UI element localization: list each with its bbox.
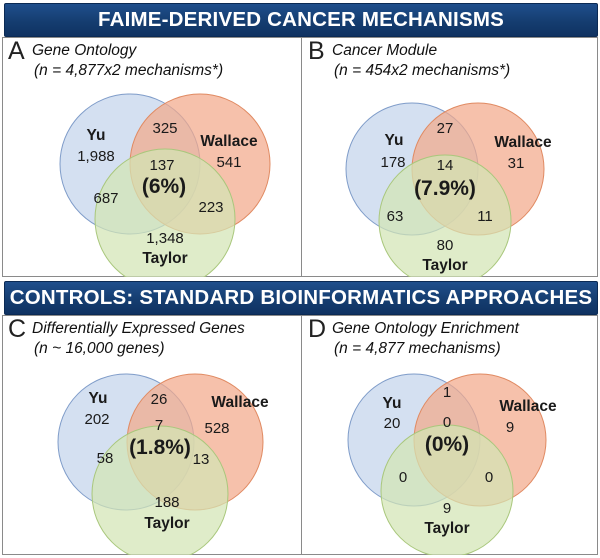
count-taylor: 1,348 [146,230,184,247]
count-yu-taylor: 58 [97,450,114,467]
overlap-percent: (0%) [425,433,469,456]
count-wallace-taylor: 223 [198,199,223,216]
count-all: 0 [443,414,451,431]
set-label-yu: Yu [87,127,106,144]
set-label-taylor: Taylor [422,257,467,274]
panel-title: Gene Ontology [32,42,137,59]
count-all: 14 [437,157,454,174]
taylor-circle [94,148,236,277]
count-yu-wallace: 1 [443,384,451,401]
count-wallace-taylor: 13 [193,451,210,468]
venn-diagram: Yu 178 27 Wallace 31 14 (7.9%) 63 11 80 … [345,102,552,277]
bottom-divider [301,315,302,555]
venn-diagram: Yu 20 1 Wallace 9 0 (0%) 0 0 9 Taylor [347,373,557,555]
count-taylor: 188 [154,494,179,511]
header-banner: FAIME-DERIVED CANCER MECHANISMS [4,3,598,37]
taylor-circle [380,424,514,555]
count-yu-taylor: 63 [387,208,404,225]
count-wallace-taylor: 0 [485,469,493,486]
panel-a: A Gene Ontology (n = 4,877x2 mechanisms*… [2,37,300,277]
panel-letter: D [308,315,327,343]
set-label-wallace: Wallace [200,133,258,150]
overlap-percent: (6%) [142,175,186,198]
count-wallace-taylor: 11 [477,208,493,225]
count-yu: 202 [84,411,109,428]
count-yu-taylor: 687 [93,190,118,207]
overlap-percent: (1.8%) [129,436,191,459]
top-panels-frame [2,37,598,277]
count-wallace: 541 [216,154,241,171]
set-label-wallace: Wallace [494,134,552,151]
panel-title: Gene Ontology Enrichment [332,320,519,337]
set-label-wallace: Wallace [499,398,557,415]
count-yu-wallace: 325 [152,120,177,137]
set-label-taylor: Taylor [424,520,469,537]
panel-title: Cancer Module [332,42,438,59]
set-label-yu: Yu [383,395,402,412]
panel-c: C Differentially Expressed Genes (n ~ 16… [2,315,300,555]
count-wallace: 528 [204,420,229,437]
count-yu: 178 [380,154,405,171]
set-label-yu: Yu [385,132,404,149]
panel-letter: C [8,315,27,343]
set-label-yu: Yu [89,390,108,407]
controls-banner: CONTROLS: STANDARD BIOINFORMATICS APPROA… [4,281,598,315]
count-wallace: 31 [508,155,525,172]
set-label-taylor: Taylor [142,250,187,267]
panel-title: Differentially Expressed Genes [32,320,245,337]
count-yu: 1,988 [77,148,115,165]
panel-letter: A [8,37,25,65]
count-taylor: 9 [443,500,451,517]
count-yu-wallace: 27 [437,120,454,137]
count-yu-taylor: 0 [399,469,407,486]
count-all: 7 [155,417,163,434]
venn-diagram: Yu 1,988 325 Wallace 541 137 (6%) 687 22… [59,93,271,277]
count-wallace: 9 [506,419,514,436]
top-divider [301,37,302,277]
panel-subtitle: (n ~ 16,000 genes) [34,340,165,357]
count-all: 137 [149,157,174,174]
panel-letter: B [308,37,325,65]
count-yu: 20 [384,415,401,432]
count-yu-wallace: 26 [151,391,168,408]
taylor-circle [378,154,512,277]
panel-d: D Gene Ontology Enrichment (n = 4,877 me… [302,315,600,555]
venn-diagram: Yu 202 26 Wallace 528 7 (1.8%) 58 13 188… [57,373,269,555]
set-label-taylor: Taylor [144,515,189,532]
panel-b: B Cancer Module (n = 454x2 mechanisms*) … [302,37,600,277]
count-taylor: 80 [437,237,454,254]
panel-subtitle: (n = 454x2 mechanisms*) [334,62,511,79]
overlap-percent: (7.9%) [414,177,476,200]
panel-subtitle: (n = 4,877 mechanisms) [334,340,501,357]
taylor-circle [91,425,229,555]
set-label-wallace: Wallace [211,394,269,411]
bottom-panels-frame [2,315,598,555]
panel-subtitle: (n = 4,877x2 mechanisms*) [34,62,224,79]
